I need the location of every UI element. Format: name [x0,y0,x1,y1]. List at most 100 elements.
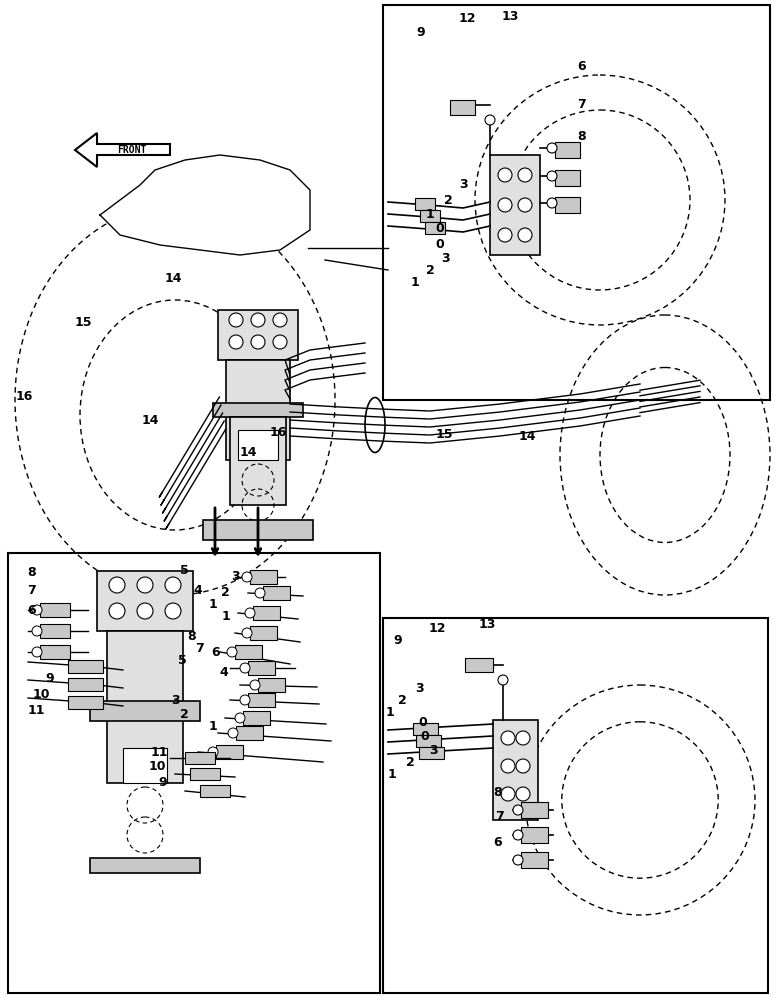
Bar [490,155,540,255]
Bar [203,520,313,540]
Circle shape [547,171,557,181]
Circle shape [547,198,557,208]
Circle shape [137,603,153,619]
Bar [250,570,277,584]
Text: 4: 4 [220,666,229,678]
Bar [415,198,435,210]
Bar [521,802,548,818]
Circle shape [255,588,265,598]
Bar [40,645,70,659]
Text: 3: 3 [429,744,438,756]
Bar [235,645,262,659]
Text: 14: 14 [239,446,257,458]
Bar [68,678,103,691]
Text: 2: 2 [426,263,434,276]
Bar [218,310,298,360]
Text: 7: 7 [578,98,587,110]
Circle shape [228,728,238,738]
Text: 0: 0 [420,730,429,742]
Text: 2: 2 [444,194,452,207]
Text: 12: 12 [428,622,445,636]
Bar [243,711,270,725]
Bar [493,720,538,820]
Circle shape [485,115,495,125]
Text: 7: 7 [495,810,505,824]
Circle shape [513,830,523,840]
Circle shape [501,787,515,801]
Bar [248,661,275,675]
Bar [90,701,200,721]
Text: 14: 14 [141,414,159,426]
Circle shape [516,759,530,773]
Text: 15: 15 [435,428,452,442]
Text: 5: 5 [178,654,186,668]
Text: 15: 15 [74,316,92,328]
Circle shape [229,313,243,327]
Polygon shape [100,155,310,255]
Circle shape [498,675,508,685]
Bar [123,748,167,783]
Bar [200,785,230,797]
Text: 3: 3 [416,682,424,696]
Circle shape [240,695,250,705]
Text: 1: 1 [208,597,218,610]
Text: 8: 8 [27,566,37,578]
Text: 9: 9 [46,672,55,686]
Bar [413,723,438,735]
Text: 1: 1 [426,208,434,221]
Bar [97,571,193,631]
Bar [248,693,275,707]
Text: 6: 6 [211,646,220,658]
Circle shape [165,603,181,619]
Circle shape [137,577,153,593]
Circle shape [242,628,252,638]
Circle shape [245,608,255,618]
Text: 2: 2 [406,756,414,768]
Text: 16: 16 [269,426,287,438]
Polygon shape [75,133,170,167]
Circle shape [513,855,523,865]
Text: 8: 8 [578,130,587,143]
Text: 9: 9 [394,635,402,648]
Circle shape [498,198,512,212]
Circle shape [547,143,557,153]
Bar [40,603,70,617]
Text: 3: 3 [232,570,240,582]
Bar [8,553,380,993]
Bar [416,735,441,747]
Bar [216,745,243,759]
Circle shape [242,572,252,582]
Circle shape [227,647,237,657]
Circle shape [32,647,42,657]
Bar [250,626,277,640]
Circle shape [501,759,515,773]
Text: 13: 13 [502,9,519,22]
Circle shape [273,313,287,327]
Text: 3: 3 [441,251,449,264]
Circle shape [251,313,265,327]
Bar [90,858,200,873]
Bar [253,606,280,620]
Text: 3: 3 [172,694,180,706]
Bar [425,222,445,234]
Text: 7: 7 [196,643,204,656]
Text: 2: 2 [398,694,406,706]
Bar [521,827,548,843]
Text: 14: 14 [165,271,182,284]
Bar [419,747,444,759]
Text: FRONT: FRONT [117,145,147,155]
Text: 10: 10 [148,760,165,772]
Bar [238,430,278,460]
Bar [555,142,580,158]
Circle shape [518,198,532,212]
Circle shape [516,731,530,745]
Text: 6: 6 [578,60,587,73]
Bar [226,360,290,460]
Text: 6: 6 [27,603,37,616]
Circle shape [251,335,265,349]
Text: 16: 16 [16,390,33,403]
Bar [213,403,303,417]
Text: 0: 0 [435,237,445,250]
Bar [521,852,548,868]
Bar [555,170,580,186]
